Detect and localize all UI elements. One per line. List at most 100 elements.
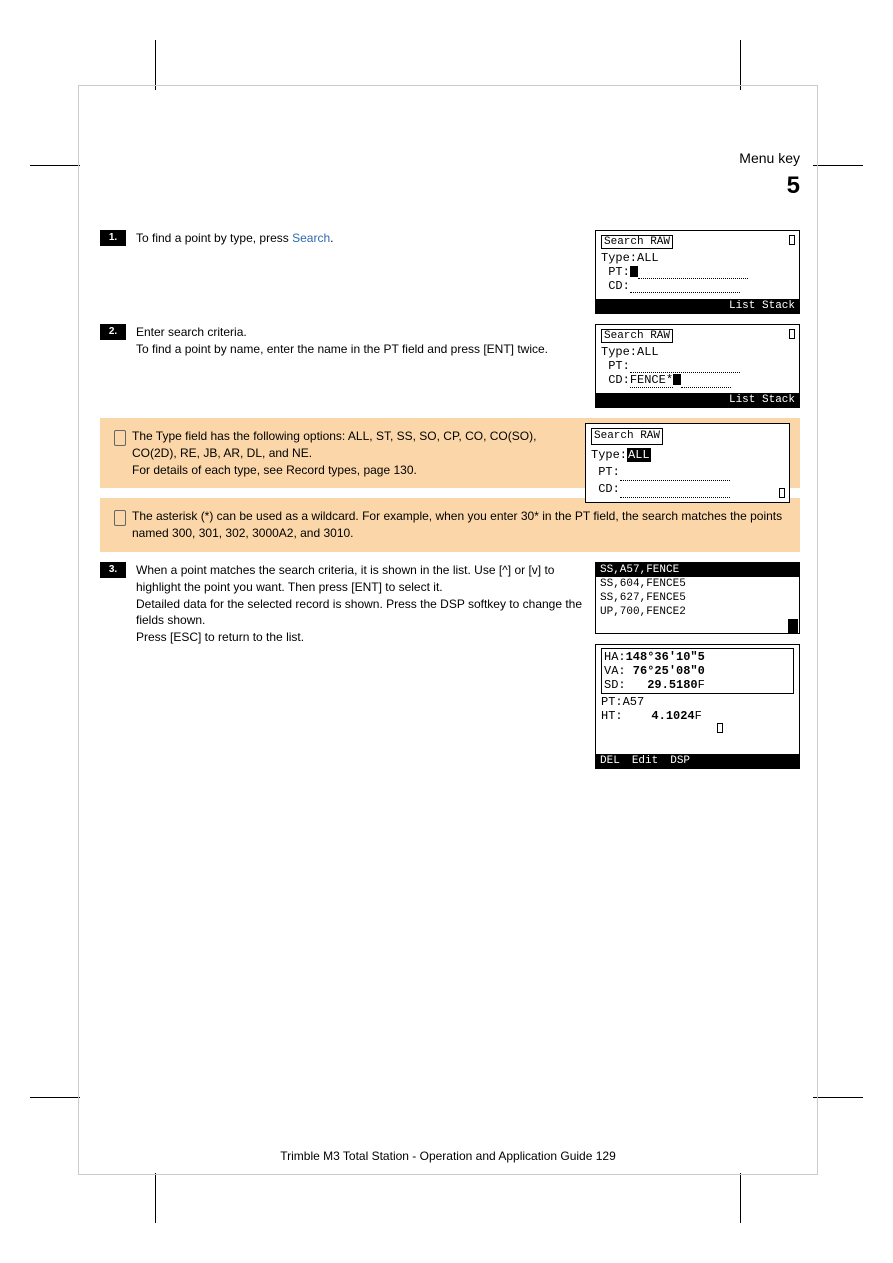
lcd-cd-label: CD: — [601, 279, 630, 293]
page-content: Menu key 5 1. To find a point by type, p… — [100, 150, 800, 779]
lcd-pt-field[interactable] — [638, 267, 748, 279]
list-item[interactable]: SS,A57,FENCE — [596, 563, 799, 577]
ht-val: 4.1024 — [623, 709, 695, 723]
lcd-type-label: Type: — [601, 251, 637, 265]
dsp-button[interactable]: DSP — [670, 755, 690, 767]
lcd-pt-label: PT: — [601, 359, 630, 373]
lcd-title: Search RAW — [601, 329, 673, 343]
lcd-type-row: Type:ALL — [601, 251, 794, 265]
step-text: When a point matches the search criteria… — [136, 562, 585, 646]
crop-mark — [155, 1173, 156, 1223]
pt-label: PT: — [601, 695, 623, 709]
list-item[interactable]: SS,627,FENCE5 — [596, 591, 799, 605]
lcd-pt-row[interactable]: PT: — [591, 464, 784, 481]
lcd-cd-val: FENCE* — [630, 373, 673, 388]
ha-val: 148°36'10"5 — [626, 650, 705, 664]
del-button[interactable]: DEL — [600, 755, 620, 767]
battery-icon — [789, 235, 795, 245]
sd-val: 29.5180 — [626, 678, 698, 692]
lcd-pt-field[interactable] — [620, 469, 730, 481]
ht-unit: F — [695, 709, 702, 723]
va-val: 76°25'08"0 — [626, 664, 705, 678]
lcd-footer[interactable]: List Stack — [596, 299, 799, 313]
tip1-text: The Type field has the following options… — [132, 429, 536, 477]
lcd-type-val: ALL — [637, 345, 659, 359]
lcd-type-val: ALL — [637, 251, 659, 265]
lcd-search-raw-3: Search RAW Type:ALL PT: CD: — [585, 423, 790, 503]
sd-label: SD: — [604, 678, 626, 692]
step-number: 3. — [100, 562, 126, 578]
softkey-search[interactable]: Search — [292, 231, 330, 245]
tip-icon — [110, 428, 132, 448]
lcd-pt-row[interactable]: PT: — [601, 265, 794, 279]
lcd-cd-row[interactable]: CD: — [591, 481, 784, 498]
lcd-pt-label: PT: — [601, 265, 630, 279]
lcd-cd-field[interactable] — [620, 486, 730, 498]
detail-va-row: VA: 76°25'08"0 — [604, 664, 791, 678]
crop-mark — [740, 40, 741, 90]
lcd-title: Search RAW — [601, 235, 673, 249]
crop-mark — [30, 1097, 80, 1098]
lcd-type-row: Type:ALL — [601, 345, 794, 359]
battery-icon — [779, 488, 785, 498]
tip-box-2: The asterisk (*) can be used as a wildca… — [100, 498, 800, 552]
scrollbar-thumb[interactable] — [788, 563, 798, 577]
lcd-cd-row[interactable]: CD: — [601, 279, 794, 293]
step-1-row: 1. To find a point by type, press Search… — [100, 230, 800, 314]
lcd-type-label: Type: — [601, 345, 637, 359]
tip2-text: The asterisk (*) can be used as a wildca… — [132, 508, 790, 542]
step-number: 1. — [100, 230, 126, 246]
edit-button[interactable]: Edit — [632, 755, 658, 767]
battery-icon — [717, 723, 723, 733]
detail-sd-row: SD: 29.5180F — [604, 678, 791, 692]
lcd-pt-row[interactable]: PT: — [601, 359, 794, 373]
tip-icon — [110, 508, 132, 528]
lcd-search-raw-1: Search RAW Type:ALL PT: CD: List Stack — [595, 230, 800, 314]
lcd-title: Search RAW — [591, 428, 663, 445]
sd-unit: F — [698, 678, 705, 692]
detail-pt-row: PT:A57 — [601, 695, 794, 709]
step-text: Enter search criteria. To find a point b… — [136, 324, 585, 358]
step1-text-a: To find a point by type, press — [136, 231, 289, 245]
lcd-pt-label: PT: — [591, 465, 620, 479]
lcd-type-label: Type: — [591, 448, 627, 462]
list-item[interactable]: SS,604,FENCE5 — [596, 577, 799, 591]
crop-mark — [740, 1173, 741, 1223]
lcd-cd-label: CD: — [591, 482, 620, 496]
pt-val: A57 — [623, 695, 645, 709]
battery-icon — [789, 329, 795, 339]
page-header-title: Menu key — [100, 150, 800, 166]
crop-mark — [813, 165, 863, 166]
step1-text-b: . — [330, 231, 333, 245]
va-label: VA: — [604, 664, 626, 678]
detail-ht-row: HT: 4.1024F — [601, 709, 794, 751]
step-2-row: 2. Enter search criteria. To find a poin… — [100, 324, 800, 408]
lcd-footer[interactable]: List Stack — [596, 393, 799, 407]
lcd-detail-view: HA:148°36'10"5 VA: 76°25'08"0 SD: 29.518… — [595, 644, 800, 769]
crop-mark — [155, 40, 156, 90]
cursor-icon — [630, 266, 638, 277]
page-footer: Trimble M3 Total Station - Operation and… — [78, 1149, 818, 1163]
detail-ha-row: HA:148°36'10"5 — [604, 650, 791, 664]
lcd-results-list: SS,A57,FENCESS,604,FENCE5SS,627,FENCE5UP… — [595, 562, 800, 634]
step-text: To find a point by type, press Search. — [136, 230, 585, 247]
lcd-cd-label: CD: — [601, 373, 630, 387]
lcd-cd-row[interactable]: CD:FENCE* — [601, 373, 794, 388]
lcd-type-val-selected[interactable]: ALL — [627, 448, 651, 462]
crop-mark — [813, 1097, 863, 1098]
ha-label: HA: — [604, 650, 626, 664]
cursor-icon — [673, 374, 681, 385]
tip-box-1: The Type field has the following options… — [100, 418, 800, 488]
ht-label: HT: — [601, 709, 623, 723]
step-3-row: 3. When a point matches the search crite… — [100, 562, 800, 769]
lcd-cd-field-rest[interactable] — [681, 376, 731, 388]
lcd-footer: DEL Edit DSP — [596, 754, 799, 768]
crop-mark — [30, 165, 80, 166]
lcd-type-row[interactable]: Type:ALL — [591, 447, 784, 464]
lcd-cd-field[interactable] — [630, 281, 740, 293]
lcd-search-raw-2: Search RAW Type:ALL PT: CD:FENCE* List S… — [595, 324, 800, 408]
step-number: 2. — [100, 324, 126, 340]
lcd-pt-field[interactable] — [630, 361, 740, 373]
scrollbar-thumb[interactable] — [788, 619, 798, 633]
list-item[interactable]: UP,700,FENCE2 — [596, 605, 799, 619]
